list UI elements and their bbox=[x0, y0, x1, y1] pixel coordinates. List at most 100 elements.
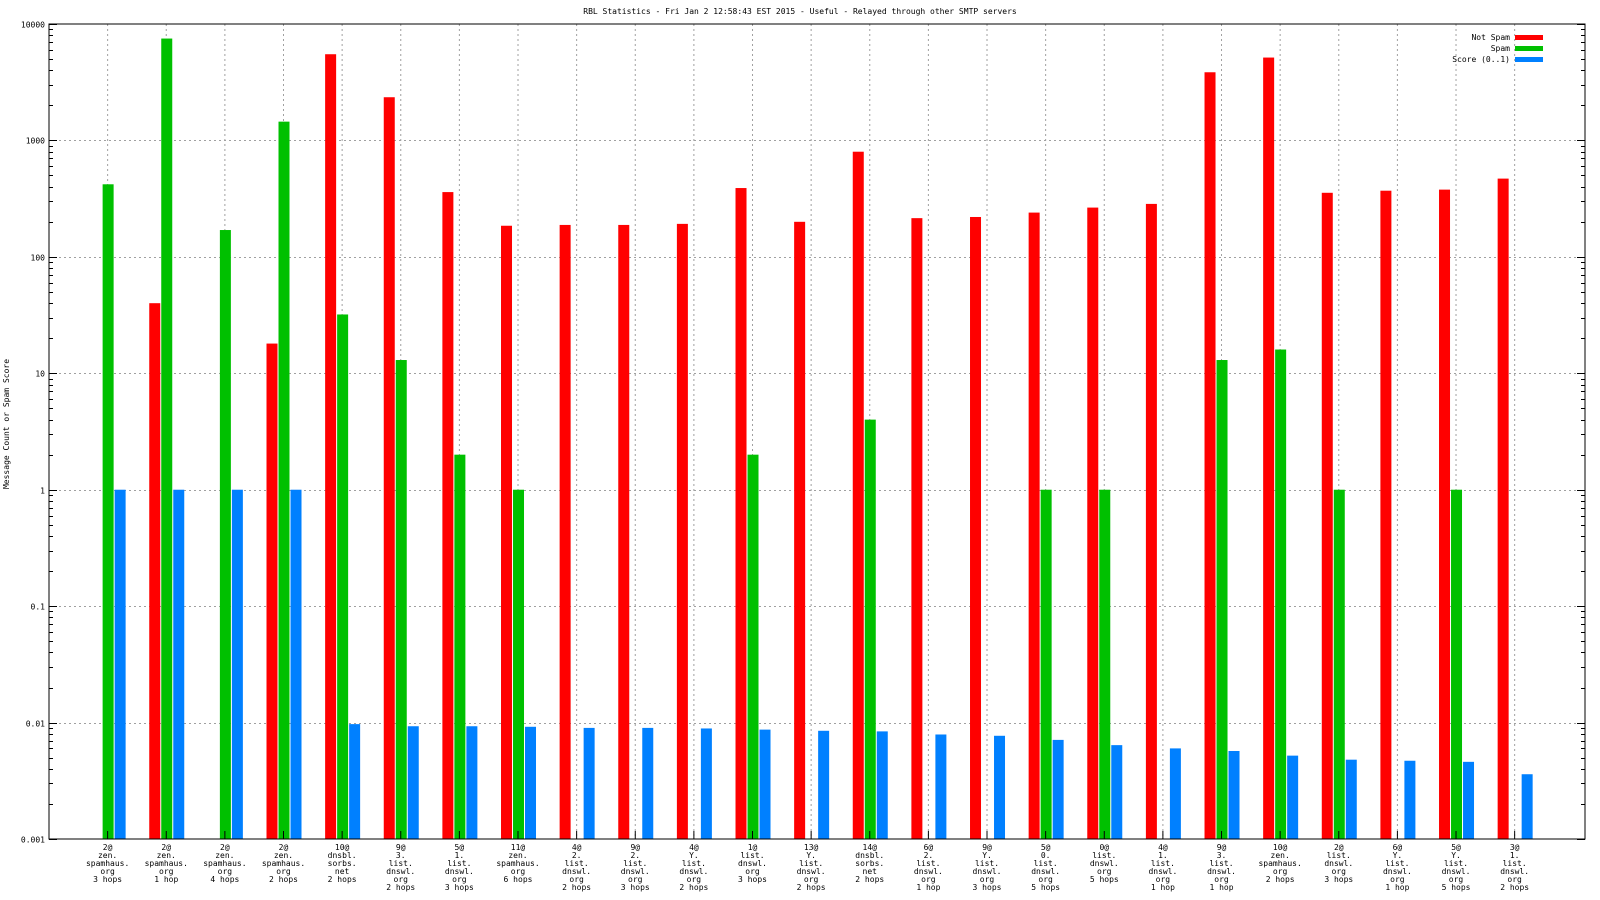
x-category-label-line: dnsbl. bbox=[855, 851, 884, 860]
x-category-label: 5@ 1. list. dnswl. org 3 hops bbox=[445, 843, 474, 892]
bar-score-0-1 bbox=[818, 730, 830, 839]
bar-not-spam bbox=[1439, 189, 1451, 839]
x-category-label-line: dnswl. bbox=[562, 867, 591, 876]
x-category-label-line: 2@ bbox=[1334, 843, 1344, 852]
bar-score-0-1 bbox=[876, 731, 888, 839]
x-category-label-line: 2. bbox=[630, 851, 640, 860]
x-category-label-line: dnswl. bbox=[621, 867, 650, 876]
x-category-label-line: 4@ bbox=[1158, 843, 1168, 852]
bar-not-spam bbox=[852, 151, 864, 839]
x-category-label-line: 11@ bbox=[511, 843, 526, 852]
x-category-label-line: dnswl. bbox=[1207, 867, 1236, 876]
x-category-label-line: spamhaus. bbox=[496, 859, 539, 868]
x-category-label-line: org bbox=[276, 867, 291, 876]
x-category-label-line: 0. bbox=[1041, 851, 1051, 860]
bar-spam bbox=[1216, 360, 1228, 839]
x-category-label: 4@ Y. list. dnswl. org 2 hops bbox=[679, 843, 708, 892]
x-category-label-line: dnswl. bbox=[973, 867, 1002, 876]
x-category-label-line: list. bbox=[1503, 859, 1527, 868]
bar-spam bbox=[1099, 489, 1111, 839]
x-category-label: 4@ 2. list. dnswl. org 2 hops bbox=[562, 843, 591, 892]
x-category-label-line: 5 hops bbox=[1442, 883, 1471, 892]
x-category-label-line: 3 hops bbox=[973, 883, 1002, 892]
x-category-label: 13@ Y. list. dnswl. org 2 hops bbox=[797, 843, 826, 892]
bar-not-spam bbox=[501, 225, 513, 839]
x-category-label-line: list. bbox=[1327, 851, 1351, 860]
bar-score-0-1 bbox=[642, 727, 654, 839]
x-category-label-line: dnsbl. bbox=[328, 851, 357, 860]
x-category-label-line: 2@ bbox=[220, 843, 230, 852]
x-category-label-line: dnswl. bbox=[797, 867, 826, 876]
bar-score-0-1 bbox=[1169, 748, 1181, 839]
x-category-label-line: 2 hops bbox=[855, 875, 884, 884]
x-category-label-line: 3. bbox=[1217, 851, 1227, 860]
x-category-label-line: spamhaus. bbox=[1258, 859, 1301, 868]
x-category-label-line: 3 hops bbox=[738, 875, 767, 884]
x-category-label-line: 9@ bbox=[396, 843, 406, 852]
x-category-label-line: org bbox=[745, 867, 760, 876]
bar-score-0-1 bbox=[349, 724, 361, 839]
bar-score-0-1 bbox=[525, 726, 537, 839]
legend-label: Not Spam bbox=[1471, 33, 1510, 42]
bar-not-spam bbox=[266, 343, 278, 839]
legend-swatch bbox=[1515, 35, 1543, 40]
x-category-label-line: 1 hop bbox=[1151, 883, 1175, 892]
x-category-label-line: 1 hop bbox=[154, 875, 178, 884]
x-category-label-line: org bbox=[1507, 875, 1522, 884]
x-category-label-line: 2 hops bbox=[1266, 875, 1295, 884]
bar-spam bbox=[513, 489, 525, 839]
y-tick-label: 0.01 bbox=[26, 720, 45, 729]
bar-not-spam bbox=[1204, 72, 1216, 839]
bar-spam bbox=[219, 230, 231, 839]
x-category-label-line: org bbox=[394, 875, 409, 884]
x-category-label-line: 2@ bbox=[279, 843, 289, 852]
x-category-label: 5@ 0. list. dnswl. org 5 hops bbox=[1031, 843, 1060, 892]
x-category-label-line: 2 hops bbox=[386, 883, 415, 892]
x-category-label-line: spamhaus. bbox=[262, 859, 305, 868]
y-axis-label: Message Count or Spam Score bbox=[2, 359, 11, 489]
x-category-label-line: 3 hops bbox=[93, 875, 122, 884]
bar-not-spam bbox=[794, 221, 806, 839]
x-category-label: 3@ 1. list. dnswl. org 2 hops bbox=[1500, 843, 1529, 892]
x-category-label-line: 2 hops bbox=[269, 875, 298, 884]
x-category-label-line: dnswl. bbox=[1148, 867, 1177, 876]
x-category-label-line: list. bbox=[389, 859, 413, 868]
x-category-label: 9@ Y. list. dnswl. org 3 hops bbox=[973, 843, 1002, 892]
x-category-label-line: sorbs. bbox=[328, 859, 357, 868]
bar-spam bbox=[454, 454, 466, 839]
x-category-label: 2@ list. dnswl. org 3 hops bbox=[1324, 843, 1353, 884]
x-category-label-line: 3@ bbox=[1510, 843, 1520, 852]
x-category-label-line: org bbox=[1449, 875, 1464, 884]
x-category-label-line: org bbox=[687, 875, 702, 884]
bar-score-0-1 bbox=[994, 735, 1006, 839]
x-category-label-line: org bbox=[569, 875, 584, 884]
x-category-label-line: list. bbox=[740, 851, 764, 860]
legend-label: Score (0..1) bbox=[1452, 55, 1510, 64]
x-category-label-line: org bbox=[980, 875, 995, 884]
bar-not-spam bbox=[149, 303, 161, 839]
x-category-label-line: org bbox=[511, 867, 526, 876]
x-category-label-line: 3 hops bbox=[621, 883, 650, 892]
bar-score-0-1 bbox=[1521, 774, 1533, 839]
x-category-label-line: 2. bbox=[924, 851, 934, 860]
x-category-label: 2@ zen. spamhaus. org 4 hops bbox=[203, 843, 246, 884]
bar-score-0-1 bbox=[1228, 750, 1240, 839]
y-tick-label: 0.1 bbox=[31, 603, 46, 612]
bar-score-0-1 bbox=[759, 729, 771, 839]
x-category-label: 11@ zen. spamhaus. org 6 hops bbox=[496, 843, 539, 884]
x-category-label-line: 2 hops bbox=[328, 875, 357, 884]
x-category-label-line: org bbox=[628, 875, 643, 884]
x-category-label-line: dnswl. bbox=[1031, 867, 1060, 876]
x-category-label-line: 2 hops bbox=[797, 883, 826, 892]
x-category-label-line: list. bbox=[682, 859, 706, 868]
bar-not-spam bbox=[383, 97, 395, 840]
bar-score-0-1 bbox=[173, 489, 185, 839]
bar-not-spam bbox=[618, 224, 630, 840]
x-category-label: 6@ 2. list. dnswl. org 1 hop bbox=[914, 843, 943, 892]
bar-not-spam bbox=[911, 218, 923, 840]
x-category-label-line: 14@ bbox=[863, 843, 878, 852]
x-category-label-line: 3. bbox=[396, 851, 406, 860]
bar-not-spam bbox=[1497, 178, 1509, 840]
x-category-label-line: Y. bbox=[1451, 851, 1461, 860]
